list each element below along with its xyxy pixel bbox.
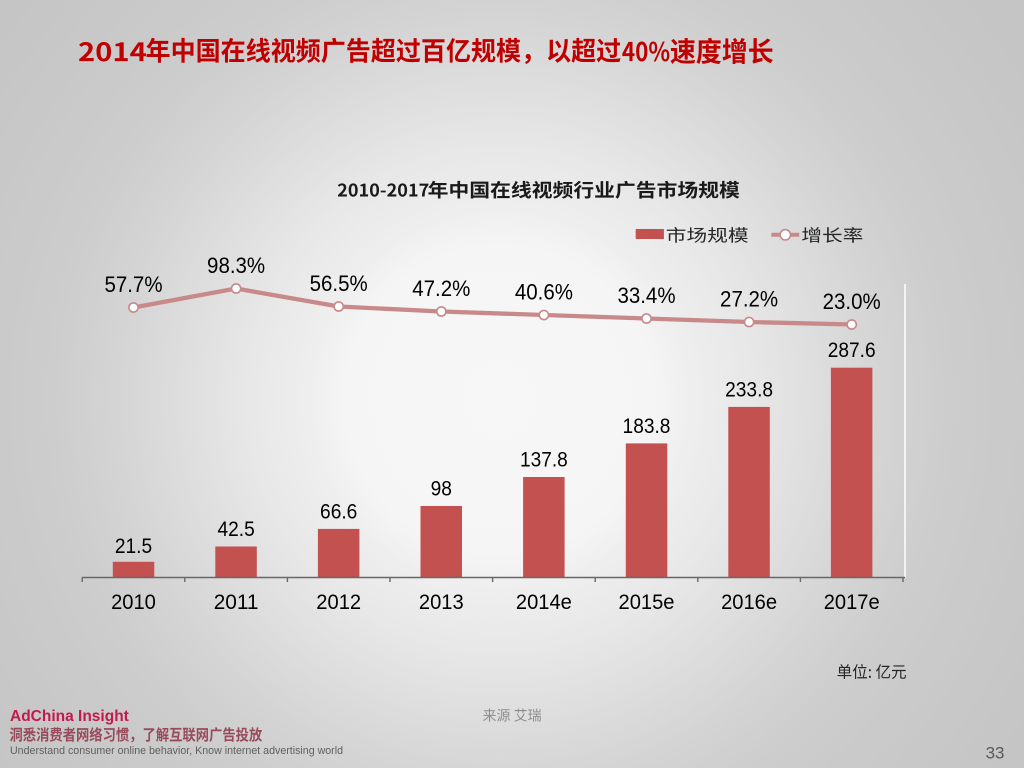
svg-text:2010: 2010 <box>111 590 156 614</box>
svg-text:287.6: 287.6 <box>828 339 876 362</box>
svg-text:183.8: 183.8 <box>623 415 671 438</box>
svg-text:2011: 2011 <box>214 590 259 614</box>
svg-text:33.4%: 33.4% <box>617 283 675 308</box>
svg-text:2013: 2013 <box>419 590 464 614</box>
svg-text:21.5: 21.5 <box>115 535 152 558</box>
svg-text:23.0%: 23.0% <box>823 289 881 314</box>
svg-text:Understand consumer online beh: Understand consumer online behavior, Kno… <box>10 745 343 757</box>
svg-text:98.3%: 98.3% <box>207 253 265 278</box>
svg-text:98: 98 <box>431 478 452 501</box>
svg-text:47.2%: 47.2% <box>412 276 470 301</box>
svg-text:40.6%: 40.6% <box>515 280 573 305</box>
svg-text:42.5: 42.5 <box>217 518 254 541</box>
svg-text:2012: 2012 <box>316 590 361 614</box>
svg-text:66.6: 66.6 <box>320 500 357 523</box>
svg-text:56.5%: 56.5% <box>310 271 368 296</box>
svg-text:2015e: 2015e <box>619 590 675 614</box>
svg-text:2017e: 2017e <box>824 590 880 614</box>
svg-text:57.7%: 57.7% <box>104 272 162 297</box>
svg-text:2016e: 2016e <box>721 590 777 614</box>
svg-text:AdChina Insight: AdChina Insight <box>10 708 129 725</box>
svg-text:137.8: 137.8 <box>520 449 568 472</box>
svg-text:27.2%: 27.2% <box>720 287 778 312</box>
svg-text:233.8: 233.8 <box>725 378 773 401</box>
svg-text:33: 33 <box>986 744 1005 763</box>
svg-text:2014e: 2014e <box>516 590 572 614</box>
